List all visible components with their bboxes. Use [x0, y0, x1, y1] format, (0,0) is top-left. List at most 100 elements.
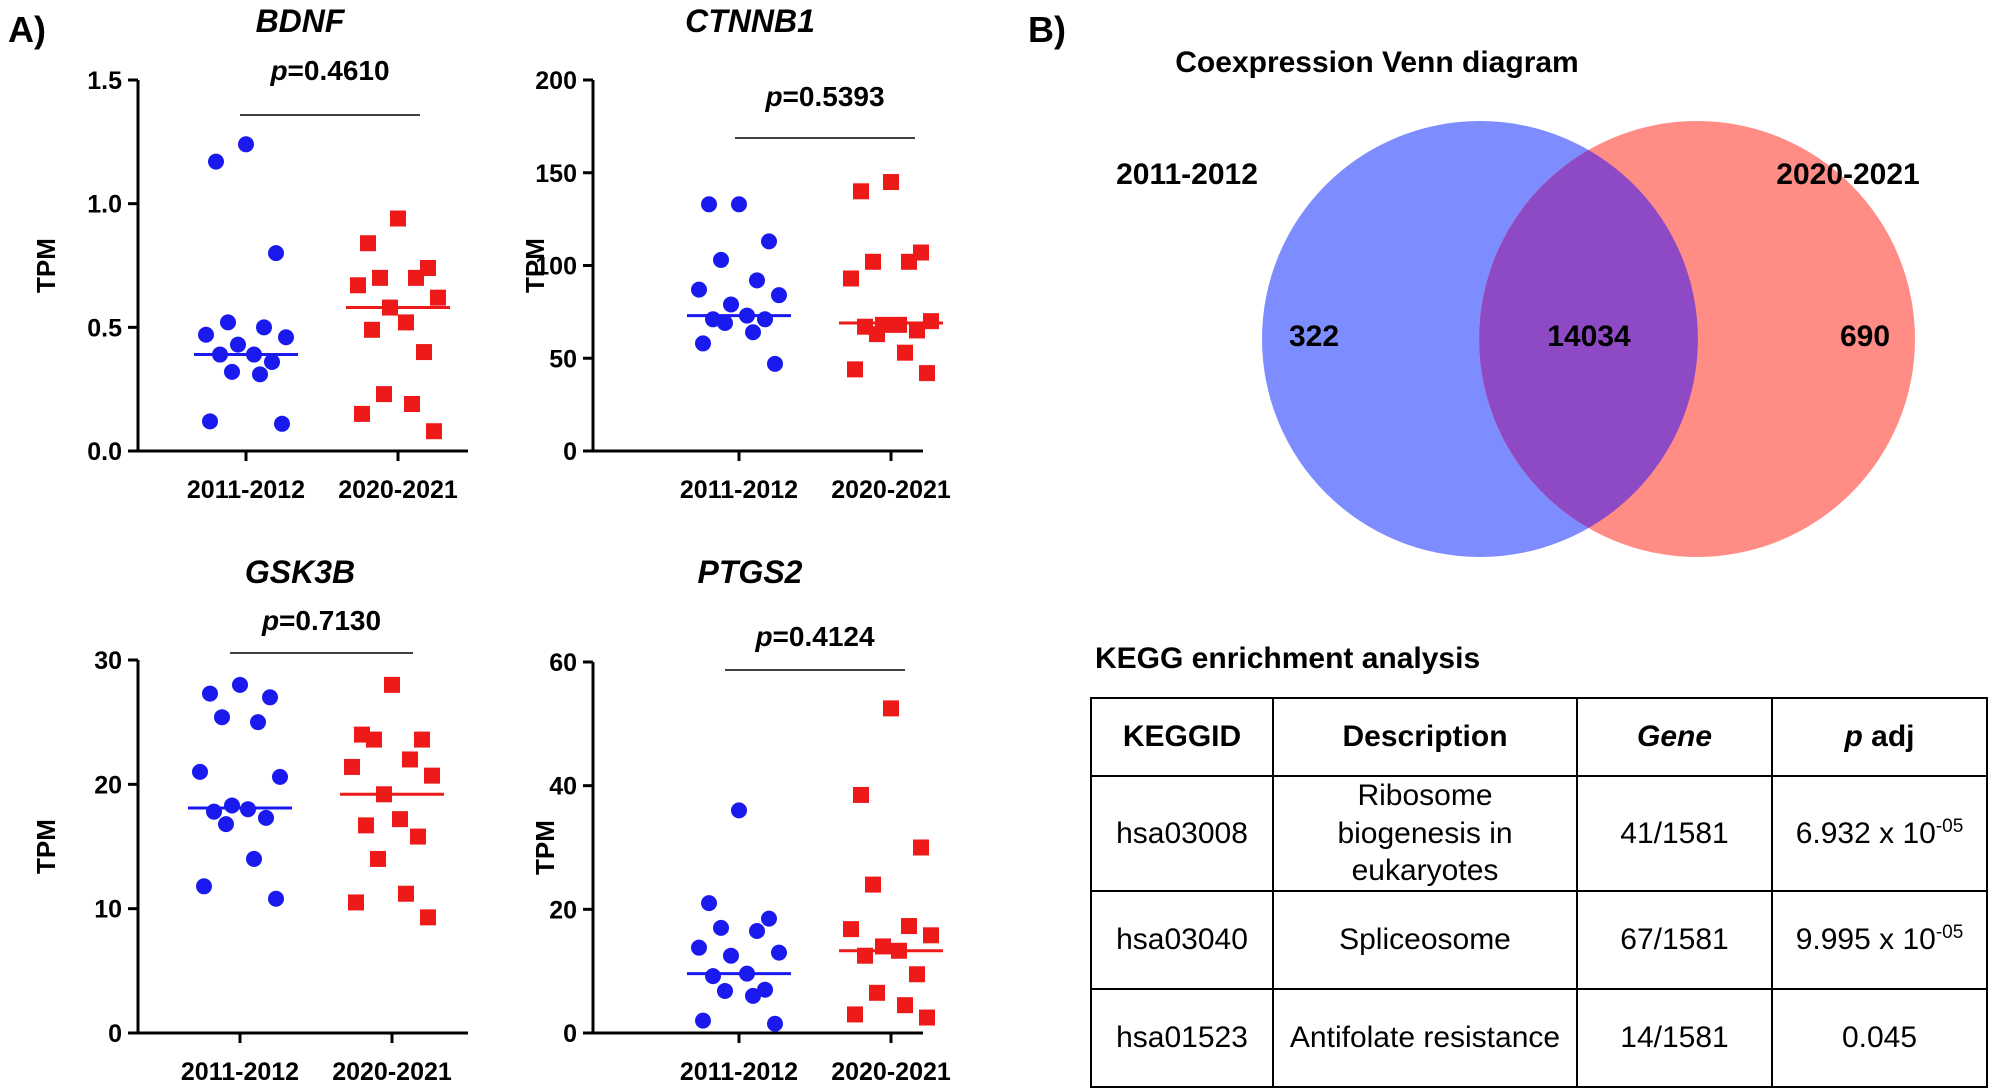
data-point: [761, 233, 777, 250]
x-tick-label: 2011-2012: [187, 476, 305, 504]
data-point: [344, 758, 360, 775]
data-point: [909, 966, 925, 983]
kegg-cell-gene: 41/1581: [1576, 775, 1773, 892]
kegg-cell-gene: 67/1581: [1576, 889, 1773, 990]
kegg-cell-description: Spliceosome: [1272, 889, 1578, 990]
data-point: [364, 321, 380, 338]
data-point: [713, 251, 729, 268]
y-tick-label: 60: [549, 649, 577, 677]
data-point: [220, 314, 236, 331]
data-point: [723, 296, 739, 313]
y-axis-label: TPM: [520, 238, 550, 293]
data-point: [208, 153, 224, 170]
data-point: [767, 355, 783, 372]
table-row: hsa03008 Ribosome biogenesis in eukaryot…: [1090, 775, 1988, 892]
plot-title: GSK3B: [245, 554, 355, 590]
kegg-cell-padj: 0.045: [1771, 987, 1988, 1088]
y-tick-label: 0: [108, 1020, 122, 1048]
kegg-cell-description: Ribosome biogenesis in eukaryotes: [1272, 775, 1578, 892]
data-point: [268, 245, 284, 262]
data-point: [695, 1012, 711, 1029]
data-point: [761, 910, 777, 927]
x-tick-label: 2011-2012: [680, 1058, 798, 1084]
data-point: [430, 289, 446, 306]
venn-diagram: Coexpression Venn diagram 2011-2012 2020…: [1116, 46, 1920, 557]
kegg-cell-padj: 6.932 x 10-05: [1771, 775, 1988, 892]
kegg-cell-description: Antifolate resistance: [1272, 987, 1578, 1088]
table-row: hsa01523 Antifolate resistance 14/1581 0…: [1090, 987, 1988, 1088]
data-point: [404, 396, 420, 413]
venn-right-only-count: 690: [1840, 320, 1890, 353]
data-point: [392, 811, 408, 828]
venn-right-label: 2020-2021: [1776, 158, 1919, 191]
data-point: [370, 850, 386, 867]
kegg-cell-id: hsa03040: [1090, 889, 1274, 990]
y-tick-label: 30: [94, 647, 122, 675]
data-point: [883, 174, 899, 191]
data-point: [360, 235, 376, 252]
data-point: [897, 344, 913, 361]
x-tick-label: 2020-2021: [831, 476, 951, 504]
data-point: [214, 709, 230, 726]
venn-overlap-count: 14034: [1547, 320, 1631, 353]
data-point: [408, 269, 424, 286]
data-point: [398, 885, 414, 902]
data-point: [923, 927, 939, 944]
data-point: [410, 828, 426, 845]
data-point: [230, 336, 246, 353]
data-point: [274, 415, 290, 432]
y-tick-label: 0.5: [87, 314, 122, 342]
plot-title: CTNNB1: [685, 3, 815, 39]
data-point: [202, 413, 218, 430]
data-point: [853, 183, 869, 200]
data-point: [262, 689, 278, 706]
p-value-label: p=0.4124: [754, 621, 875, 652]
data-point: [268, 890, 284, 907]
data-point: [909, 322, 925, 339]
data-point: [224, 363, 240, 380]
data-point: [891, 316, 907, 333]
data-point: [883, 700, 899, 717]
y-tick-label: 20: [94, 771, 122, 799]
data-point: [919, 365, 935, 382]
x-tick-label: 2011-2012: [181, 1058, 299, 1084]
data-point: [218, 816, 234, 833]
x-tick-label: 2020-2021: [831, 1058, 951, 1084]
data-point: [202, 685, 218, 702]
data-point: [420, 909, 436, 926]
data-point: [246, 850, 262, 867]
plot-title: PTGS2: [698, 554, 803, 590]
y-tick-label: 0: [563, 1020, 577, 1048]
data-point: [258, 809, 274, 826]
data-point: [426, 423, 442, 440]
kegg-cell-id: hsa03008: [1090, 775, 1274, 892]
data-point: [252, 366, 268, 383]
data-point: [757, 981, 773, 998]
data-point: [196, 878, 212, 895]
y-axis-label: TPM: [530, 820, 560, 875]
data-point: [731, 802, 747, 819]
data-point: [847, 361, 863, 378]
venn-title: Coexpression Venn diagram: [1175, 46, 1578, 79]
data-point: [354, 405, 370, 422]
data-point: [749, 272, 765, 289]
data-point: [701, 196, 717, 213]
panel-label-b: B): [1028, 9, 1066, 50]
kegg-header-row: KEGGID Description Gene p adj: [1090, 697, 1988, 777]
data-point: [376, 386, 392, 403]
data-point: [865, 253, 881, 270]
data-point: [350, 277, 366, 294]
y-tick-label: 20: [549, 896, 577, 924]
data-point: [705, 968, 721, 985]
y-tick-label: 50: [549, 345, 577, 373]
data-point: [749, 922, 765, 939]
kegg-header-adj: adj: [1862, 720, 1915, 753]
data-point: [745, 987, 761, 1004]
venn-left-label: 2011-2012: [1116, 158, 1258, 191]
data-point: [869, 984, 885, 1001]
data-point: [771, 287, 787, 304]
data-point: [390, 210, 406, 227]
data-point: [695, 335, 711, 352]
data-point: [865, 876, 881, 893]
